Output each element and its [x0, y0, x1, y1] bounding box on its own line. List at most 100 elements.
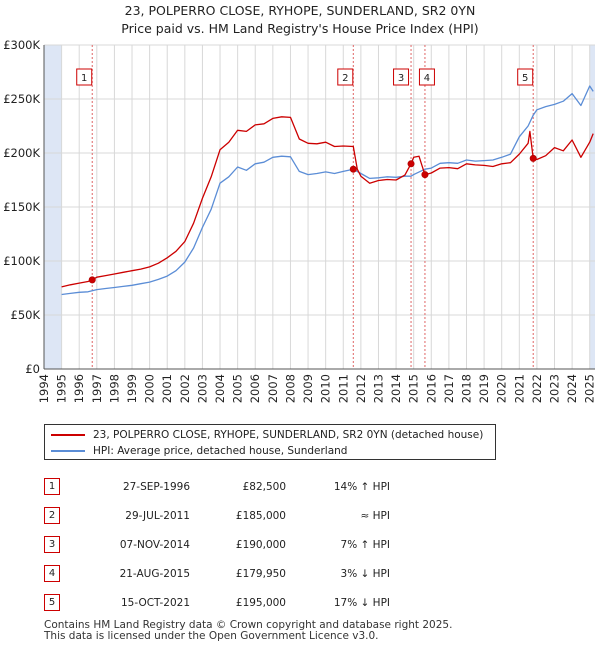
sale-marker — [421, 171, 429, 179]
sale-marker-number: 2 — [342, 73, 348, 84]
sale-number: 2 — [44, 501, 66, 530]
sale-price: £179,950 — [235, 567, 286, 580]
x-tick-label: 2004 — [213, 374, 227, 403]
sale-marker-number: 1 — [81, 73, 87, 84]
hpi-line — [61, 85, 594, 296]
footer-licence: This data is licensed under the Open Gov… — [44, 630, 379, 642]
sale-price: £185,000 — [235, 509, 286, 522]
sale-row: 5 15-OCT-2021 £195,000 17% ↓ HPI — [44, 588, 390, 617]
sale-row: 4 21-AUG-2015 £179,950 3% ↓ HPI — [44, 559, 390, 588]
x-tick-label: 2009 — [301, 374, 315, 403]
sale-number-badge: 5 — [44, 594, 60, 611]
x-tick-label: 2025 — [583, 374, 597, 403]
sale-price: £82,500 — [242, 480, 286, 493]
sale-hpi-comparison: 7% ↑ HPI — [340, 538, 390, 551]
chart-title: 23, POLPERRO CLOSE, RYHOPE, SUNDERLAND, … — [0, 2, 600, 38]
sale-date: 21-AUG-2015 — [119, 567, 190, 580]
sale-marker-box — [76, 68, 93, 86]
x-tick-label: 2013 — [371, 374, 385, 403]
footer-copyright: Contains HM Land Registry data © Crown c… — [44, 619, 453, 631]
sale-number-badge: 4 — [44, 565, 60, 582]
legend-item-property: 23, POLPERRO CLOSE, RYHOPE, SUNDERLAND, … — [51, 427, 483, 443]
x-tick-label: 1998 — [107, 374, 121, 403]
sale-marker-box — [517, 68, 534, 86]
sale-number: 4 — [44, 559, 66, 588]
y-tick-label: £100K — [3, 254, 40, 268]
y-tick-label: £0 — [25, 362, 40, 376]
chart-title-line2: Price paid vs. HM Land Registry's House … — [121, 21, 479, 36]
sale-number: 3 — [44, 530, 66, 559]
y-tick-label: £300K — [3, 38, 40, 52]
sale-marker-label: 2 — [337, 68, 354, 86]
sale-date: 27-SEP-1996 — [122, 480, 190, 493]
chart-title-line1: 23, POLPERRO CLOSE, RYHOPE, SUNDERLAND, … — [124, 3, 476, 18]
sale-marker — [529, 154, 537, 162]
sale-marker — [407, 160, 415, 168]
footer: Contains HM Land Registry data © Crown c… — [44, 620, 452, 642]
sale-number: 5 — [44, 588, 66, 617]
x-tick-label: 2016 — [424, 374, 438, 403]
x-tick-label: 2007 — [266, 374, 280, 403]
x-tick-label: 2020 — [495, 374, 509, 403]
sale-hpi-comparison: 3% ↓ HPI — [340, 567, 390, 580]
sale-date: 29-JUL-2011 — [125, 509, 190, 522]
x-tick-label: 2014 — [389, 374, 403, 403]
sale-row: 3 07-NOV-2014 £190,000 7% ↑ HPI — [44, 530, 390, 559]
x-tick-label: 2018 — [459, 374, 473, 403]
sale-marker-box — [393, 68, 410, 86]
x-tick-label: 1997 — [90, 374, 104, 403]
legend-label-hpi: HPI: Average price, detached house, Sund… — [93, 445, 348, 457]
legend-label-property: 23, POLPERRO CLOSE, RYHOPE, SUNDERLAND, … — [93, 429, 484, 441]
sale-price: £190,000 — [235, 538, 286, 551]
sale-marker — [88, 276, 96, 284]
sales-table: 1 27-SEP-1996 £82,500 14% ↑ HPI 2 29-JUL-2011… — [44, 472, 390, 617]
sale-marker-label: 4 — [418, 68, 435, 86]
x-tick-label: 1994 — [37, 374, 51, 403]
x-tick-label: 2012 — [354, 374, 368, 403]
sale-marker-number: 3 — [398, 73, 404, 84]
x-tick-label: 2006 — [248, 374, 262, 403]
sale-marker-label: 3 — [393, 68, 410, 86]
sale-row: 2 29-JUL-2011 £185,000 ≈ HPI — [44, 501, 390, 530]
x-tick-label: 2002 — [178, 374, 192, 403]
sale-hpi-comparison: 17% ↓ HPI — [333, 596, 390, 609]
price-chart: 1 2 3 4 5 £0 £50K £100K £150K £200K £250K £300K 199… — [3, 38, 597, 403]
x-tick-label: 1995 — [55, 374, 69, 403]
x-tick-label: 1996 — [72, 374, 86, 403]
sale-marker-label: 5 — [517, 68, 534, 86]
x-tick-label: 2003 — [195, 374, 209, 403]
sale-marker-number: 5 — [522, 73, 528, 84]
legend-swatch-property — [51, 434, 85, 436]
sale-marker-label: 1 — [76, 68, 93, 86]
sale-marker — [349, 165, 357, 173]
x-tick-label: 2023 — [548, 374, 562, 403]
x-tick-label: 2001 — [160, 374, 174, 403]
x-tick-label: 2005 — [231, 374, 245, 403]
x-tick-label: 2022 — [530, 374, 544, 403]
y-tick-label: £200K — [3, 146, 40, 160]
legend-item-hpi: HPI: Average price, detached house, Sund… — [51, 443, 347, 459]
x-tick-label: 2011 — [336, 374, 350, 403]
sale-hpi-comparison: 14% ↑ HPI — [333, 480, 390, 493]
property-price-line — [61, 116, 594, 288]
sale-row: 1 27-SEP-1996 £82,500 14% ↑ HPI — [44, 472, 390, 501]
sale-number-badge: 1 — [44, 478, 60, 495]
sale-date: 07-NOV-2014 — [119, 538, 190, 551]
x-tick-label: 2008 — [283, 374, 297, 403]
sale-date: 15-OCT-2021 — [121, 596, 190, 609]
x-tick-label: 2015 — [407, 374, 421, 403]
y-tick-label: £50K — [11, 308, 41, 322]
x-tick-label: 2021 — [512, 374, 526, 403]
y-tick-label: £250K — [3, 92, 40, 106]
x-tick-label: 2000 — [143, 374, 157, 403]
sale-marker-box — [337, 68, 354, 86]
sale-number-badge: 2 — [44, 507, 60, 524]
x-tick-label: 2010 — [319, 374, 333, 403]
sale-hpi-comparison: ≈ HPI — [360, 509, 390, 522]
x-tick-label: 2024 — [565, 374, 579, 403]
y-tick-label: £150K — [3, 200, 40, 214]
x-tick-label: 2019 — [477, 374, 491, 403]
sale-price: £195,000 — [235, 596, 286, 609]
x-tick-label: 2017 — [442, 374, 456, 403]
sale-marker-box — [418, 68, 435, 86]
